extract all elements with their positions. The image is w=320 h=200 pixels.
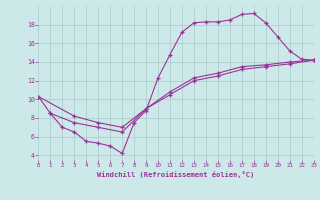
X-axis label: Windchill (Refroidissement éolien,°C): Windchill (Refroidissement éolien,°C) [97,171,255,178]
